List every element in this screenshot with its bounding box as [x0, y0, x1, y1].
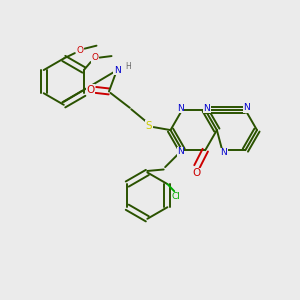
Text: O: O: [92, 53, 99, 62]
Text: N: N: [177, 147, 184, 156]
Text: N: N: [177, 104, 184, 113]
Text: N: N: [203, 104, 210, 113]
Text: N: N: [220, 148, 227, 157]
Text: S: S: [146, 121, 152, 130]
Text: O: O: [193, 168, 201, 178]
Text: O: O: [77, 46, 84, 55]
Text: N: N: [114, 65, 121, 74]
Text: H: H: [126, 62, 131, 71]
Text: Cl: Cl: [171, 192, 180, 201]
Text: N: N: [244, 103, 250, 112]
Text: O: O: [86, 85, 95, 95]
